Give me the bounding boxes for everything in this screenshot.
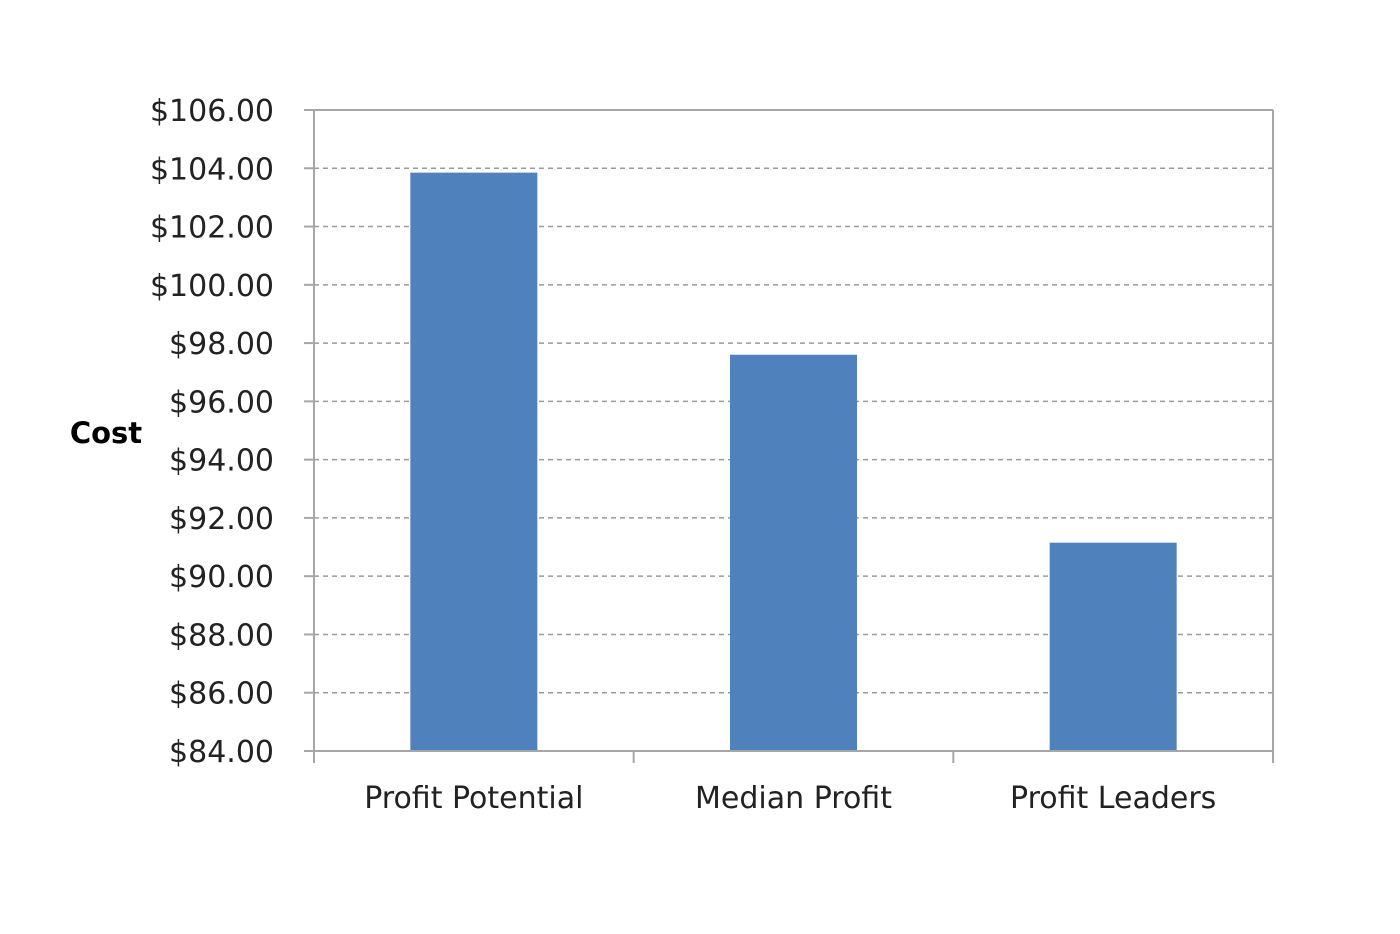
y-tick-label: $100.00 [150, 269, 274, 304]
y-tick-label: $86.00 [169, 677, 274, 712]
y-tick-label: $84.00 [169, 735, 274, 770]
axes [304, 109, 1274, 763]
x-tick-label: Profit Leaders [1010, 781, 1216, 816]
y-tick-label: $88.00 [169, 618, 274, 653]
y-tick-label: $94.00 [169, 444, 274, 479]
bar-profit-leaders [1049, 542, 1177, 751]
bars [410, 172, 1177, 751]
y-tick-label: $106.00 [150, 94, 274, 129]
y-tick-label: $90.00 [169, 560, 274, 595]
bar-median-profit [730, 354, 857, 751]
y-tick-label: $96.00 [169, 385, 274, 420]
y-tick-labels: $84.00 $86.00 $88.00 $90.00 $92.00 $94.00 $96.… [150, 94, 274, 770]
y-tick-label: $98.00 [169, 327, 274, 362]
y-axis-title: Cost [70, 416, 142, 450]
x-tick-labels: Profit Potential Median Profit Profit Lead… [364, 781, 1216, 816]
bar-profit-potential [410, 172, 538, 751]
y-tick-label: $102.00 [150, 211, 274, 246]
y-tick-label: $104.00 [150, 152, 274, 187]
x-tick-label: Profit Potential [364, 781, 583, 816]
y-tick-label: $92.00 [169, 502, 274, 537]
x-tick-label: Median Profit [695, 781, 892, 816]
